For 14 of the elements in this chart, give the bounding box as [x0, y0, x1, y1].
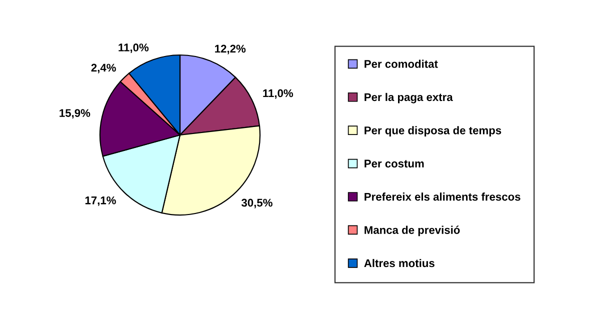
legend-label: Per que disposa de temps	[364, 126, 502, 137]
data-label: 17,1%	[85, 196, 116, 206]
data-label: 11,0%	[263, 89, 294, 99]
legend-label: Manca de previsió	[364, 226, 460, 236]
data-label: 12,2%	[215, 44, 246, 54]
legend-label: Per comoditat	[364, 60, 438, 68]
data-label: 15,9%	[60, 109, 90, 119]
legend-label: Altres motius	[364, 258, 434, 268]
data-label: 2,4%	[91, 64, 116, 74]
data-label: 11,0%	[118, 44, 149, 54]
data-label: 30,5%	[241, 198, 272, 208]
legend-label: Prefereix els aliments frescos	[364, 192, 520, 201]
legend-label: Per costum	[364, 160, 424, 168]
legend-label: Per la paga extra	[364, 92, 453, 104]
